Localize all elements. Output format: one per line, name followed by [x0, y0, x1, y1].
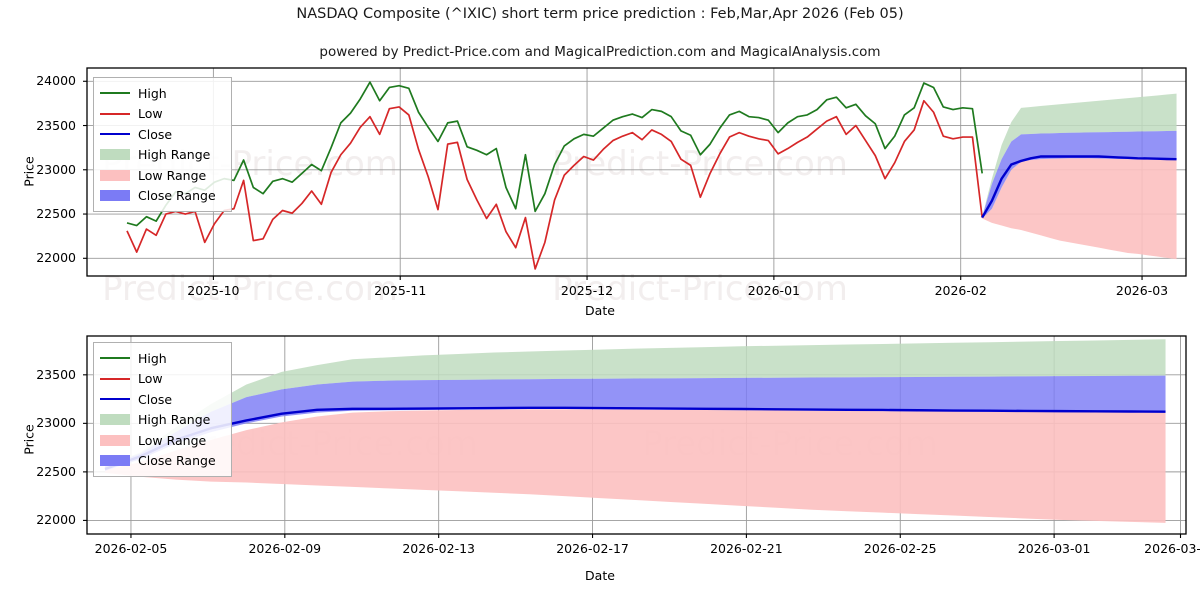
detail-legend-item: High Range [100, 410, 223, 431]
detail-x-axis-label: Date [585, 568, 615, 583]
overview-legend-swatch-icon [100, 107, 130, 121]
overview-legend-label: High Range [138, 147, 211, 163]
detail-legend-swatch-icon [100, 372, 130, 386]
detail-y-tick-label: 23000 [36, 415, 76, 431]
detail-y-tick-label: 22000 [36, 512, 76, 528]
detail-legend-label: High [138, 350, 167, 366]
detail-x-tick-label: 2026-02-17 [556, 541, 629, 556]
detail-x-tick-label: 2026-02-05 [94, 541, 168, 556]
overview-x-tick-label: 2025-12 [560, 283, 614, 298]
detail-x-tick-label: 2026-02-13 [402, 541, 475, 556]
detail-x-tick-label: 2026-03-01 [1017, 541, 1091, 556]
detail-low-range-band [105, 409, 1166, 523]
overview-y-tick-label: 22000 [36, 250, 76, 266]
overview-x-tick-label: 2025-10 [187, 283, 240, 298]
overview-chart-svg: Predict-Price.com Predict-Price.comPredic… [83, 67, 1187, 309]
overview-legend-swatch-icon [100, 169, 130, 181]
detail-plot-frame [86, 335, 1187, 535]
detail-legend-label: Low Range [138, 432, 207, 448]
overview-legend-item: Close [100, 124, 223, 145]
overview-x-tick-label: 2026-02 [934, 283, 987, 298]
detail-prediction-bands [105, 339, 1166, 523]
overview-close-range-band [982, 130, 1177, 219]
overview-x-axis-label: Date [585, 303, 615, 318]
overview-y-tick-label: 23500 [36, 117, 76, 133]
overview-legend-swatch-icon [100, 149, 130, 161]
overview-legend-item: High [100, 83, 223, 104]
overview-legend-label: Close Range [138, 188, 216, 204]
overview-y-tick-label: 23000 [36, 161, 76, 177]
page-title: NASDAQ Composite (^IXIC) short term pric… [296, 6, 904, 22]
detail-legend-label: High Range [138, 412, 211, 428]
overview-legend-item: Close Range [100, 186, 223, 207]
detail-legend-swatch-icon [100, 414, 130, 426]
overview-close-prediction-line [981, 155, 1177, 219]
page-subtitle: powered by Predict-Price.com and Magical… [319, 44, 881, 60]
detail-x-tick-label: 2026-03-05 [1144, 541, 1200, 556]
overview-y-tick-label: 22500 [36, 206, 76, 222]
detail-legend: High Low Close High Range Low Range Close Ran… [93, 342, 232, 477]
detail-x-tick-label: 2026-02-09 [248, 541, 322, 556]
overview-x-tick-label: 2025-11 [374, 283, 427, 298]
overview-legend-label: Low Range [138, 167, 207, 183]
overview-chart-panel: Predict-Price.com Predict-Price.com Predic… [83, 67, 1187, 309]
overview-legend-label: Close [138, 126, 173, 142]
detail-legend-label: Low [138, 371, 163, 387]
detail-y-tick-label: 23500 [36, 366, 76, 382]
overview-legend: High Low Close High Range Low Range Close Ran… [93, 77, 232, 212]
overview-legend-swatch-icon [100, 86, 130, 100]
overview-legend-item: High Range [100, 145, 223, 166]
overview-watermark-text: Predict-Price.com [552, 144, 848, 184]
detail-legend-item: High [100, 348, 223, 369]
detail-legend-item: Low [100, 369, 223, 390]
detail-legend-item: Close Range [100, 451, 223, 472]
overview-x-tick-label: 2026-03 [1115, 283, 1169, 298]
detail-legend-label: Close [138, 391, 173, 407]
overview-legend-label: Low [138, 106, 163, 122]
detail-legend-swatch-icon [100, 434, 130, 446]
detail-legend-item: Low Range [100, 430, 223, 451]
overview-prediction-bands [982, 93, 1177, 260]
detail-legend-label: Close Range [138, 453, 216, 469]
overview-plot-frame [86, 67, 1187, 277]
detail-y-tick-label: 22500 [36, 463, 76, 479]
overview-legend-label: High [138, 85, 167, 101]
detail-close-line [104, 406, 1166, 471]
detail-legend-swatch-icon [100, 351, 130, 365]
detail-x-tick-label: 2026-02-25 [863, 541, 937, 556]
detail-legend-swatch-icon [100, 455, 130, 467]
overview-low-line [126, 99, 984, 270]
overview-high-line [126, 81, 984, 227]
overview-x-tick-label: 2026-01 [747, 283, 800, 298]
overview-y-tick-label: 24000 [36, 73, 76, 89]
detail-legend-item: Close [100, 389, 223, 410]
overview-high-range-band [982, 93, 1177, 217]
detail-legend-swatch-icon [100, 392, 130, 406]
overview-legend-swatch-icon [100, 127, 130, 141]
overview-legend-swatch-icon [100, 190, 130, 202]
detail-x-tick-label: 2026-02-21 [710, 541, 783, 556]
detail-close-range-band [105, 375, 1166, 471]
overview-legend-item: Low [100, 104, 223, 125]
overview-legend-item: Low Range [100, 165, 223, 186]
overview-low-range-band [982, 158, 1177, 260]
detail-high-range-band [105, 339, 1166, 467]
